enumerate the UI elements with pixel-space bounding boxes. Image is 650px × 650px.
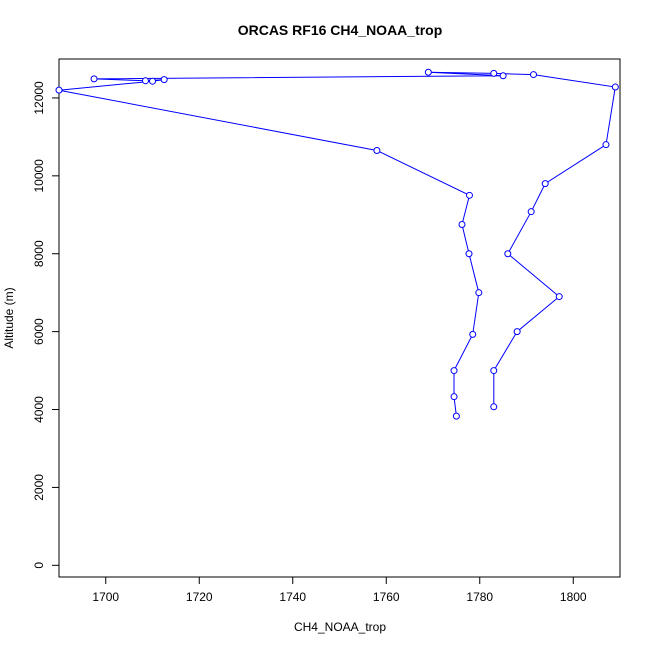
data-point: [530, 71, 538, 79]
data-point: [424, 68, 432, 76]
data-point: [602, 141, 610, 149]
data-point: [527, 208, 535, 216]
y-axis: 0 2000 4000 6000 8000 10000 12000: [32, 81, 60, 569]
data-point: [513, 328, 521, 336]
x-tick-label: 1740: [279, 590, 306, 604]
data-point: [55, 86, 63, 94]
data-point: [450, 367, 458, 375]
x-tick-label: 1800: [560, 590, 587, 604]
x-tick-label: 1780: [466, 590, 493, 604]
data-point: [452, 412, 460, 420]
data-point: [450, 393, 458, 401]
y-tick-label: 8000: [32, 240, 46, 267]
y-axis-label: Altitude (m): [2, 287, 16, 348]
data-point: [160, 76, 168, 84]
data-point: [475, 289, 483, 297]
x-tick-label: 1720: [186, 590, 213, 604]
data-point: [141, 77, 149, 85]
x-axis: 1700 1720 1740 1760 1780 1800: [92, 576, 587, 604]
y-tick-label: 10000: [32, 159, 46, 193]
y-tick-label: 4000: [32, 396, 46, 423]
data-point: [490, 403, 498, 411]
chart-title: ORCAS RF16 CH4_NOAA_trop: [238, 22, 443, 38]
data-point: [469, 330, 477, 338]
data-point: [490, 367, 498, 375]
x-tick-label: 1760: [373, 590, 400, 604]
data-point: [465, 250, 473, 258]
data-point: [90, 75, 98, 83]
plot-area: [58, 58, 621, 578]
data-point: [611, 83, 619, 91]
data-point: [504, 250, 512, 258]
y-tick-label: 2000: [32, 474, 46, 501]
data-point: [490, 69, 498, 77]
y-tick-label: 12000: [32, 81, 46, 115]
data-point: [373, 147, 381, 155]
data-point: [555, 293, 563, 301]
series-group: [55, 68, 619, 420]
x-tick-label: 1700: [92, 590, 119, 604]
y-tick-label: 0: [32, 562, 46, 569]
y-tick-label: 6000: [32, 318, 46, 345]
data-point: [541, 180, 549, 188]
x-axis-label: CH4_NOAA_trop: [294, 620, 386, 634]
data-point: [499, 72, 507, 80]
data-point: [465, 191, 473, 199]
data-point: [149, 77, 156, 85]
series-line: [58, 71, 616, 417]
data-point: [458, 221, 466, 229]
